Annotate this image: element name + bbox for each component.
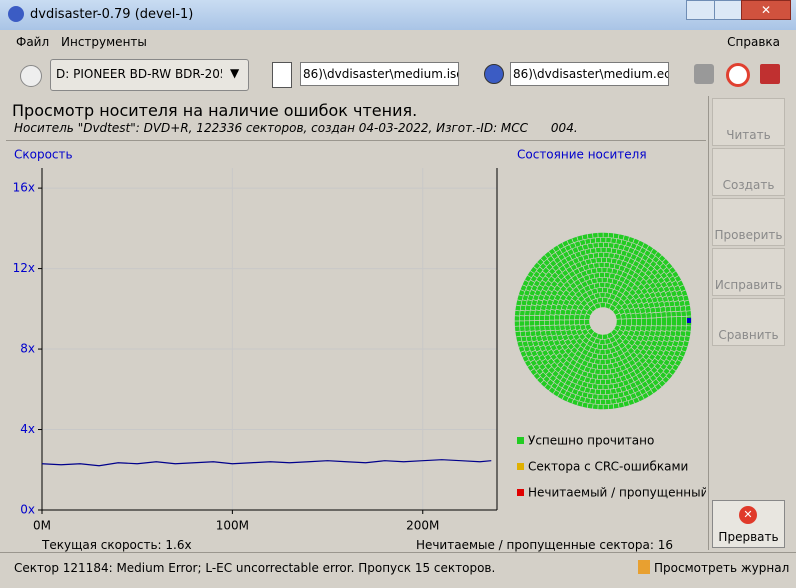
y-tick-label: 12x bbox=[13, 261, 35, 275]
unreadable-count: Нечитаемые / пропущенные сектора: 16 bbox=[415, 538, 673, 552]
disc-ring bbox=[569, 287, 637, 355]
verify-button[interactable]: Проверить bbox=[712, 198, 785, 246]
header-title: Просмотр носителя на наличие ошибок чтен… bbox=[12, 101, 418, 120]
image-file-entry[interactable]: 86)\dvdisaster\medium.iso bbox=[300, 62, 459, 86]
ecc-icon bbox=[484, 64, 504, 84]
disc-ring bbox=[549, 267, 657, 375]
compare-button[interactable]: Сравнить bbox=[712, 298, 785, 346]
x-tick-label: 200M bbox=[406, 519, 439, 533]
status-message: Сектор 121184: Medium Error; L-EC uncorr… bbox=[14, 561, 496, 575]
button-label: Сравнить bbox=[718, 328, 779, 342]
drive-select[interactable] bbox=[50, 59, 249, 91]
log-icon bbox=[638, 560, 650, 574]
legend-swatch bbox=[517, 437, 524, 444]
window-title: dvdisaster-0.79 (devel-1) bbox=[30, 7, 194, 22]
maximize-button[interactable] bbox=[714, 0, 742, 20]
menu-item[interactable]: Инструменты bbox=[61, 35, 147, 49]
button-label: Проверить bbox=[714, 228, 783, 242]
ecc-file-entry[interactable]: 86)\dvdisaster\medium.ecc bbox=[510, 62, 669, 86]
read-button[interactable]: Читать bbox=[712, 98, 785, 146]
help-button[interactable] bbox=[726, 63, 750, 87]
disc-ring bbox=[544, 262, 662, 380]
button-label: Создать bbox=[722, 178, 775, 192]
medium-state-title: Состояние носителя bbox=[517, 148, 647, 162]
stop-icon: ✕ bbox=[739, 506, 757, 524]
menu-item[interactable]: Файл bbox=[16, 35, 50, 49]
app-icon bbox=[8, 6, 24, 22]
disc-ring bbox=[584, 302, 622, 340]
status-separator bbox=[0, 552, 796, 553]
y-tick-label: 8x bbox=[20, 342, 35, 356]
disc-ring bbox=[579, 297, 627, 345]
legend-label: Сектора с CRC-ошибками bbox=[528, 460, 688, 474]
disc-ring bbox=[534, 252, 672, 390]
legend-swatch bbox=[517, 463, 524, 470]
disc-position bbox=[687, 318, 691, 323]
drive-icon bbox=[20, 65, 42, 87]
speed-line bbox=[41, 459, 492, 467]
disc-ring bbox=[539, 257, 667, 385]
x-tick-label: 0M bbox=[33, 519, 51, 533]
image-file-icon bbox=[272, 62, 292, 88]
button-label: Читать bbox=[726, 128, 771, 142]
drive-label: D: PIONEER BD-RW BDR-205 1 bbox=[56, 67, 222, 81]
button-label: Прервать bbox=[718, 530, 779, 544]
close-button[interactable]: ✕ bbox=[741, 0, 791, 20]
chart-title: Скорость bbox=[14, 148, 73, 162]
separator bbox=[6, 140, 706, 141]
quit-button[interactable] bbox=[760, 64, 780, 84]
sidebar-divider bbox=[708, 96, 709, 550]
disc-ring bbox=[529, 247, 677, 395]
dropdown-arrow: ▼ bbox=[230, 66, 240, 80]
disc-ring bbox=[564, 282, 642, 360]
y-tick-label: 4x bbox=[20, 422, 35, 436]
header-subtitle: Носитель "Dvdtest": DVD+R, 122336 сектор… bbox=[14, 121, 578, 135]
create-button[interactable]: Создать bbox=[712, 148, 785, 196]
stop-button[interactable]: ✕ Прервать bbox=[712, 500, 785, 548]
disc-ring bbox=[559, 277, 647, 365]
y-tick-label: 16x bbox=[13, 181, 35, 195]
x-tick-label: 100M bbox=[216, 519, 249, 533]
legend-label: Нечитаемый / пропущенный bbox=[528, 486, 706, 500]
current-speed: Текущая скорость: 1.6x bbox=[42, 538, 192, 552]
disc-ring bbox=[519, 237, 687, 405]
title-bar bbox=[0, 0, 796, 30]
menu-item[interactable]: Справка bbox=[727, 35, 780, 49]
button-label: Исправить bbox=[714, 278, 783, 292]
log-button[interactable]: Просмотреть журнал bbox=[654, 561, 790, 575]
disc-ring bbox=[574, 292, 632, 350]
chart: Скорость Состояние носителя 0x 4x 8x 12x 16x… bbox=[13, 148, 706, 533]
legend-label: Успешно прочитано bbox=[528, 434, 654, 448]
settings-button[interactable] bbox=[694, 64, 714, 84]
disc-ring bbox=[554, 272, 652, 370]
y-tick-label: 0x bbox=[20, 503, 35, 517]
disc-ring bbox=[524, 242, 682, 400]
fix-button[interactable]: Исправить bbox=[712, 248, 785, 296]
legend-swatch bbox=[517, 489, 524, 496]
